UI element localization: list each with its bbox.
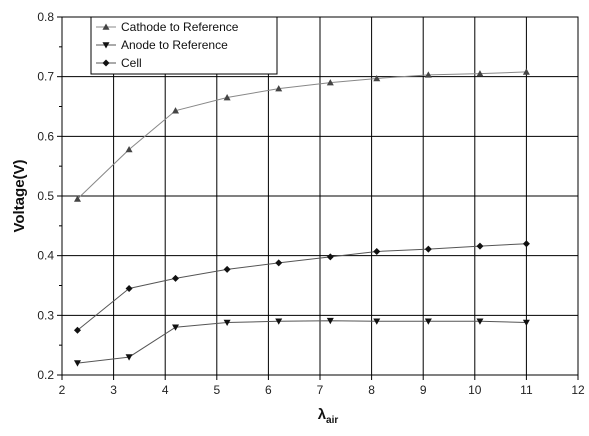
data-point	[522, 68, 530, 75]
y-tick-label: 0.3	[37, 308, 54, 322]
series-line	[77, 71, 527, 200]
legend-marker-cell	[102, 59, 110, 67]
x-tick-label: 11	[520, 383, 533, 397]
legend-marker-anode	[102, 42, 110, 49]
data-point	[522, 240, 530, 248]
data-point	[125, 284, 133, 292]
data-point	[373, 74, 381, 82]
y-tick-label: 0.6	[37, 129, 54, 143]
data-point	[424, 71, 432, 78]
x-tick-label: 8	[368, 383, 375, 397]
grid	[62, 17, 578, 375]
data-point	[125, 145, 133, 153]
series-group	[73, 68, 530, 367]
legend-label-cell: Cell	[121, 56, 142, 70]
data-point	[326, 253, 334, 261]
legend-item-cell: Cell	[96, 56, 142, 70]
x-tick-label: 7	[317, 383, 324, 397]
x-axis-ticks: 2 3 4 5 6 7 8 9 10 11 12	[59, 375, 585, 397]
x-tick-label: 4	[162, 383, 169, 397]
y-tick-label: 0.5	[37, 189, 54, 203]
legend-marker-cathode	[102, 23, 110, 30]
legend-box	[90, 16, 278, 75]
series-2	[73, 240, 530, 334]
data-point	[275, 85, 283, 92]
y-axis-ticks: 0.2 0.3 0.4 0.5 0.6 0.7 0.8	[37, 10, 62, 382]
x-axis-label-symbol: λ	[318, 406, 327, 423]
y-tick-label: 0.2	[37, 368, 54, 382]
data-point	[424, 318, 432, 325]
data-point	[326, 317, 334, 325]
legend-item-cathode: Cathode to Reference	[96, 20, 239, 34]
x-tick-label: 12	[571, 383, 585, 397]
x-axis-label: λair	[318, 406, 339, 426]
x-tick-label: 6	[265, 383, 272, 397]
series-0	[73, 68, 530, 202]
x-tick-label: 9	[420, 383, 427, 397]
legend-label-anode: Anode to Reference	[121, 38, 228, 52]
data-point	[522, 319, 530, 326]
series-line	[77, 320, 527, 364]
legend-label-cathode: Cathode to Reference	[121, 20, 239, 34]
x-tick-label: 2	[59, 383, 66, 397]
data-point	[223, 319, 231, 326]
data-point	[326, 79, 334, 86]
data-point	[73, 195, 81, 202]
y-axis-label: Voltage(V)	[11, 159, 28, 232]
legend-item-anode: Anode to Reference	[96, 38, 228, 52]
x-axis-label-subscript: air	[326, 415, 338, 426]
series-line	[77, 243, 527, 331]
data-point	[424, 245, 432, 253]
data-point	[373, 318, 381, 325]
data-point	[476, 70, 484, 77]
data-point	[172, 274, 180, 282]
data-point	[172, 324, 180, 331]
y-tick-label: 0.4	[37, 249, 54, 263]
x-tick-label: 3	[110, 383, 117, 397]
data-point	[73, 326, 81, 334]
data-point	[172, 107, 180, 114]
x-tick-label: 10	[468, 383, 482, 397]
data-point	[223, 265, 231, 273]
series-1	[73, 317, 530, 367]
data-point	[476, 242, 484, 250]
data-point	[476, 318, 484, 325]
data-point	[73, 360, 81, 367]
legend: Cathode to Reference Anode to Reference …	[90, 16, 278, 75]
data-point	[223, 94, 231, 101]
data-point	[275, 259, 283, 267]
data-point	[275, 318, 283, 325]
data-point	[125, 354, 133, 361]
y-tick-label: 0.7	[37, 70, 54, 84]
y-tick-label: 0.8	[37, 10, 54, 24]
data-point	[373, 247, 381, 255]
x-tick-label: 5	[213, 383, 220, 397]
